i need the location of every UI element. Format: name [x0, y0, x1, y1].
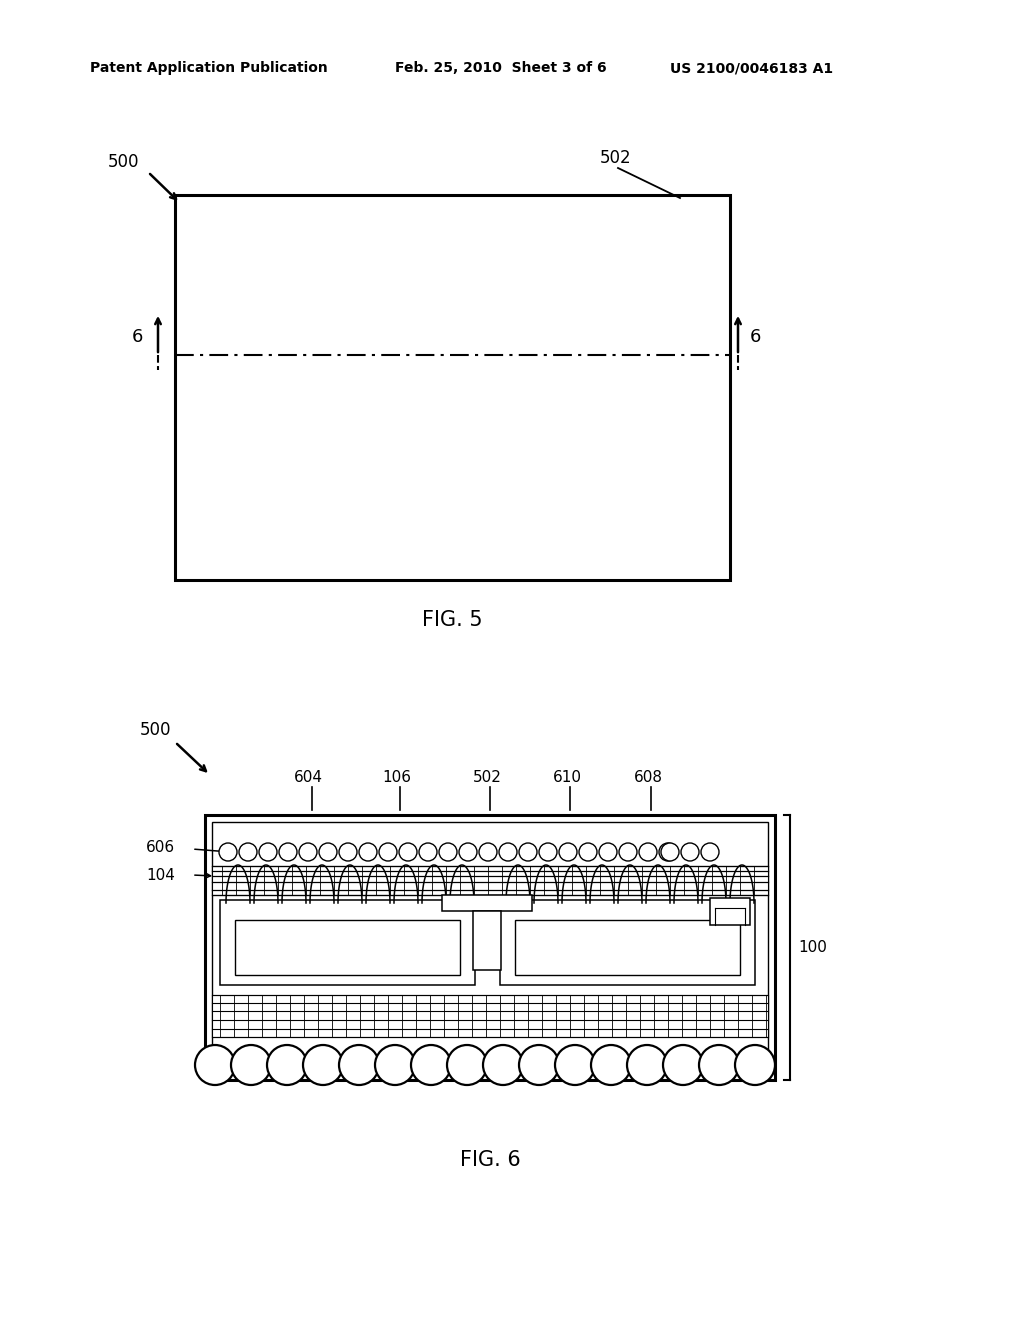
Circle shape	[447, 1045, 487, 1085]
Circle shape	[559, 843, 577, 861]
Text: 100: 100	[798, 940, 826, 954]
Text: 610: 610	[553, 770, 582, 784]
Bar	[212, 866, 768, 895]
Text: 606: 606	[145, 841, 175, 855]
Bar	[175, 195, 730, 579]
Text: Feb. 25, 2010  Sheet 3 of 6: Feb. 25, 2010 Sheet 3 of 6	[395, 61, 606, 75]
Circle shape	[599, 843, 617, 861]
Circle shape	[379, 843, 397, 861]
Circle shape	[555, 1045, 595, 1085]
Bar	[220, 900, 475, 985]
Circle shape	[639, 843, 657, 861]
Circle shape	[339, 843, 357, 861]
Text: 104: 104	[146, 867, 175, 883]
Circle shape	[303, 1045, 343, 1085]
Text: Patent Application Publication: Patent Application Publication	[90, 61, 328, 75]
Bar	[205, 814, 775, 1080]
Circle shape	[375, 1045, 415, 1085]
Circle shape	[519, 1045, 559, 1085]
Circle shape	[735, 1045, 775, 1085]
Text: US 2100/0046183 A1: US 2100/0046183 A1	[670, 61, 834, 75]
Circle shape	[699, 1045, 739, 1085]
Circle shape	[219, 843, 237, 861]
Circle shape	[359, 843, 377, 861]
Circle shape	[591, 1045, 631, 1085]
Circle shape	[231, 1045, 271, 1085]
Circle shape	[279, 843, 297, 861]
Circle shape	[439, 843, 457, 861]
Circle shape	[618, 843, 637, 861]
Text: 502: 502	[472, 770, 502, 784]
Text: 106: 106	[383, 770, 412, 784]
Text: 6: 6	[131, 327, 142, 346]
Bar	[234, 920, 460, 975]
Circle shape	[627, 1045, 667, 1085]
Circle shape	[483, 1045, 523, 1085]
Text: FIG. 6: FIG. 6	[460, 1150, 520, 1170]
Bar	[473, 911, 501, 970]
Circle shape	[299, 843, 317, 861]
Text: 6: 6	[750, 327, 761, 346]
Circle shape	[411, 1045, 451, 1085]
Text: FIG. 5: FIG. 5	[422, 610, 482, 630]
Circle shape	[259, 843, 278, 861]
Text: 608: 608	[634, 770, 663, 784]
Circle shape	[519, 843, 537, 861]
Bar	[212, 995, 768, 1038]
Bar	[515, 920, 740, 975]
Bar	[500, 900, 755, 985]
Bar	[212, 822, 768, 1073]
Bar	[442, 895, 532, 911]
Circle shape	[539, 843, 557, 861]
Text: 502: 502	[600, 149, 632, 168]
Circle shape	[663, 1045, 703, 1085]
Bar	[710, 898, 750, 925]
Circle shape	[701, 843, 719, 861]
Circle shape	[267, 1045, 307, 1085]
Circle shape	[681, 843, 699, 861]
Circle shape	[579, 843, 597, 861]
Circle shape	[399, 843, 417, 861]
Circle shape	[499, 843, 517, 861]
Circle shape	[319, 843, 337, 861]
Circle shape	[339, 1045, 379, 1085]
Circle shape	[662, 843, 679, 861]
Circle shape	[239, 843, 257, 861]
Text: 604: 604	[294, 770, 323, 784]
Circle shape	[419, 843, 437, 861]
Text: 500: 500	[140, 721, 171, 739]
Circle shape	[195, 1045, 234, 1085]
Circle shape	[659, 843, 677, 861]
Circle shape	[479, 843, 497, 861]
Text: 500: 500	[108, 153, 139, 172]
Circle shape	[459, 843, 477, 861]
